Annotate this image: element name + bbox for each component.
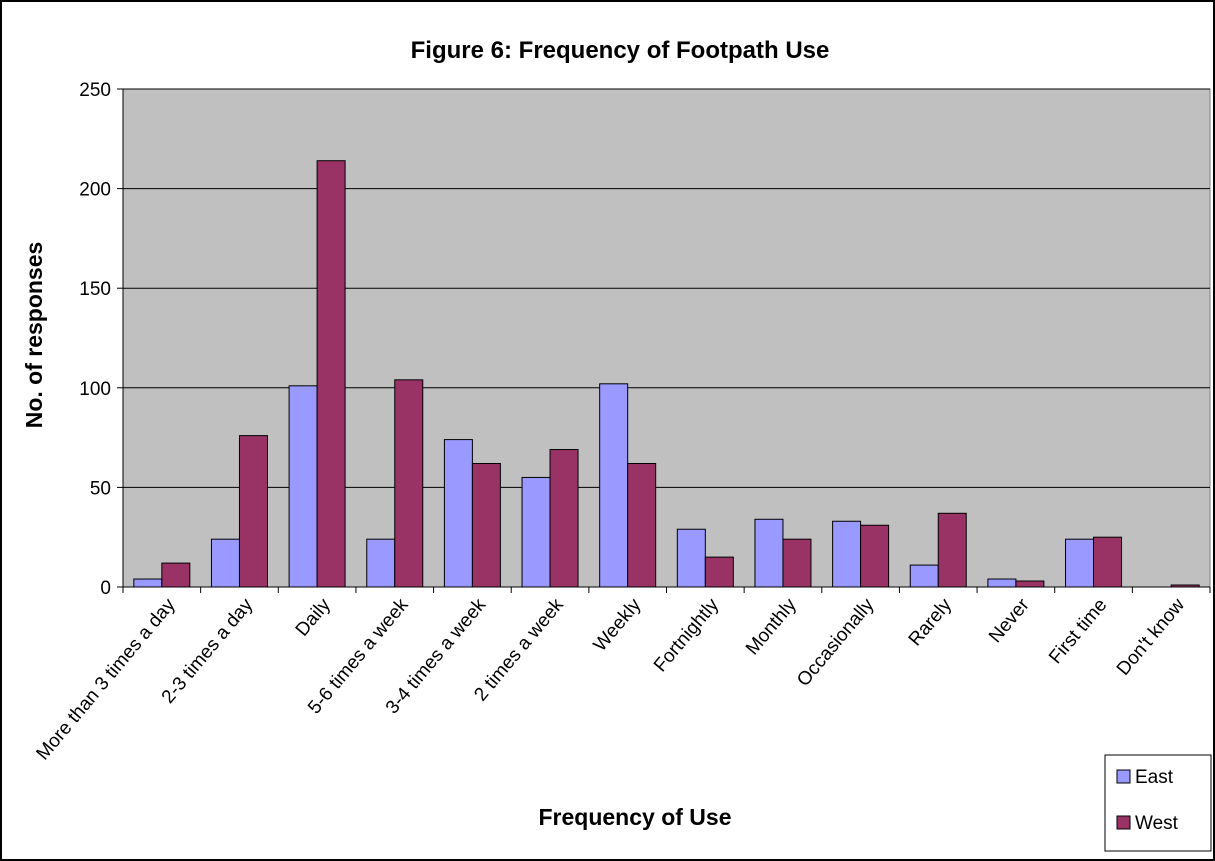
- y-tick-label: 250: [79, 80, 111, 101]
- bar-east-1: [210, 538, 240, 588]
- bar-west-10: [937, 512, 967, 588]
- bar-east-2: [288, 385, 318, 588]
- bar-west-1: [238, 435, 268, 588]
- bar-east-8: [754, 518, 784, 588]
- y-tick-label: 150: [79, 279, 111, 300]
- bars: [133, 160, 1200, 588]
- bar-east-11: [987, 578, 1017, 588]
- legend-swatch-east: [1116, 769, 1131, 784]
- legend: East West: [1104, 754, 1212, 852]
- chart-title: Figure 6: Frequency of Footpath Use: [411, 37, 830, 64]
- bar-east-7: [676, 528, 706, 588]
- y-tick-label: 50: [90, 478, 111, 499]
- bar-east-9: [832, 520, 862, 588]
- y-tick-labels: 0 50 100 150 200 250: [79, 80, 111, 599]
- bar-west-8: [782, 538, 812, 588]
- y-tick-label: 200: [79, 180, 111, 201]
- bar-east-3: [366, 538, 396, 588]
- bar-west-7: [704, 556, 734, 588]
- bar-west-9: [860, 524, 890, 588]
- y-tick-label: 0: [100, 578, 111, 599]
- legend-label-west: West: [1135, 813, 1179, 834]
- y-tick-label: 100: [79, 379, 111, 400]
- bar-west-6: [627, 462, 657, 588]
- bar-east-5: [521, 476, 551, 588]
- bar-east-10: [909, 564, 939, 588]
- bar-west-4: [471, 462, 501, 588]
- axes: [122, 89, 1211, 593]
- bar-west-5: [549, 449, 579, 588]
- bar-east-4: [443, 439, 473, 588]
- bar-west-0: [161, 562, 191, 588]
- bar-west-3: [394, 379, 424, 588]
- bar-east-12: [1065, 538, 1095, 588]
- plot-area: [122, 88, 1211, 588]
- y-axis-label: No. of responses: [21, 242, 47, 429]
- bar-east-0: [133, 578, 163, 588]
- bar-west-2: [316, 160, 346, 588]
- bar-east-6: [599, 383, 629, 588]
- bar-west-12: [1093, 536, 1123, 588]
- legend-label-east: East: [1135, 767, 1174, 788]
- legend-swatch-west: [1116, 815, 1131, 830]
- x-axis-label: Frequency of Use: [539, 804, 732, 830]
- bar-west-11: [1015, 580, 1045, 588]
